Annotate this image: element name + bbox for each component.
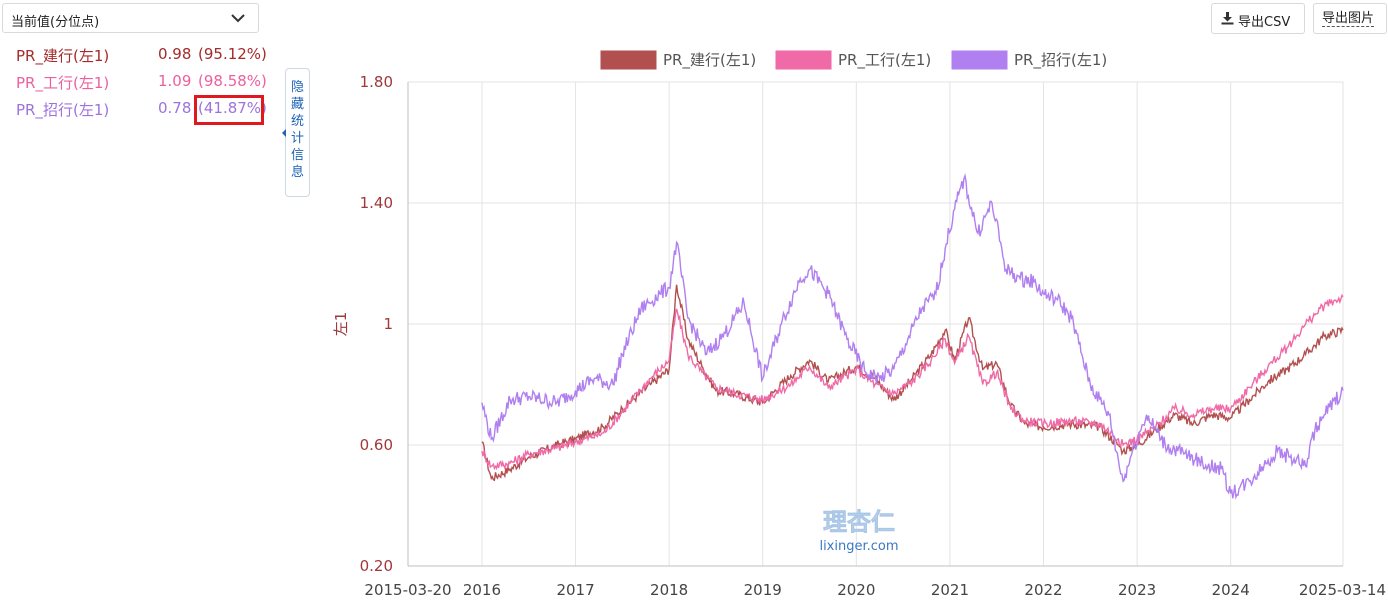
x-tick-label: 2016 [463, 581, 501, 599]
stat-name: PR_工行(左1) [16, 74, 110, 92]
stat-value: 0.78 [158, 99, 192, 117]
x-tick-label: 2024 [1212, 581, 1250, 599]
stat-row-gonghang: PR_工行(左1) 1.09 (98.58%) [16, 72, 267, 99]
x-tick-label: 2018 [650, 581, 688, 599]
download-icon [1221, 12, 1234, 25]
chart-series [481, 172, 1344, 500]
x-tick-label: 2017 [556, 581, 594, 599]
value-mode-select[interactable]: 当前值(分位点) [2, 3, 259, 33]
series-line [481, 293, 1344, 471]
caret-left-icon [282, 129, 286, 137]
y-axis-label: 左1 [332, 312, 350, 337]
stat-value: 1.09 [158, 72, 192, 90]
legend-swatch [600, 50, 657, 70]
x-tick-label: 2020 [837, 581, 875, 599]
chart-legend: PR_建行(左1) PR_工行(左1) PR_招行(左1) [600, 50, 1107, 70]
legend-swatch [775, 50, 832, 70]
chart-grid [407, 81, 1344, 567]
export-image-label: 导出图片 [1322, 11, 1375, 27]
legend-label: PR_工行(左1) [838, 51, 931, 70]
stat-percentile: (41.87%) [198, 99, 267, 117]
x-tick-label: 2025-03-14 [1299, 581, 1386, 599]
legend-label: PR_建行(左1) [663, 51, 756, 70]
legend-label: PR_招行(左1) [1014, 51, 1107, 70]
value-mode-label: 当前值(分位点) [11, 15, 100, 30]
watermark-logo-text: 理杏仁 [823, 508, 895, 536]
series-line [481, 284, 1344, 482]
watermark-url: lixinger.com [819, 539, 898, 554]
hide-stats-label: 隐藏统计信息 [290, 80, 304, 180]
watermark: 理杏仁 lixinger.com [819, 508, 898, 554]
x-tick-label: 2023 [1118, 581, 1156, 599]
hide-stats-toggle[interactable]: 隐藏统计信息 [282, 68, 310, 197]
stat-row-jianhang: PR_建行(左1) 0.98 (95.12%) [16, 45, 267, 72]
stat-row-zhaohang: PR_招行(左1) 0.78 (41.87%) [16, 99, 267, 126]
y-tick-label: 0.60 [360, 436, 393, 454]
y-tick-label: 0.20 [360, 557, 393, 575]
chevron-down-icon [231, 14, 245, 23]
x-tick-label: 2021 [931, 581, 969, 599]
export-csv-button[interactable]: 导出CSV [1211, 3, 1305, 34]
stat-name: PR_建行(左1) [16, 47, 110, 65]
export-csv-label: 导出CSV [1238, 15, 1291, 30]
x-tick-label: 2022 [1024, 581, 1062, 599]
x-tick-label: 2015-03-20 [364, 581, 451, 599]
y-tick-label: 1 [383, 315, 393, 333]
stats-panel: PR_建行(左1) 0.98 (95.12%) PR_工行(左1) 1.09 (… [16, 45, 267, 126]
y-tick-label: 1.80 [360, 73, 393, 91]
y-tick-label: 1.40 [360, 194, 393, 212]
highlight-box [194, 95, 264, 125]
legend-swatch [951, 50, 1008, 70]
series-line [481, 172, 1344, 500]
stat-value: 0.98 [158, 45, 192, 63]
stat-percentile: (98.58%) [198, 72, 267, 90]
stat-name: PR_招行(左1) [16, 101, 110, 119]
x-tick-label: 2019 [744, 581, 782, 599]
stat-percentile: (95.12%) [198, 45, 267, 63]
chart-axes: 1.80 1.40 1 0.60 0.20 2015-03-20 2016 2017 2018 2… [332, 73, 1386, 599]
export-image-button[interactable]: 导出图片 [1313, 3, 1387, 34]
